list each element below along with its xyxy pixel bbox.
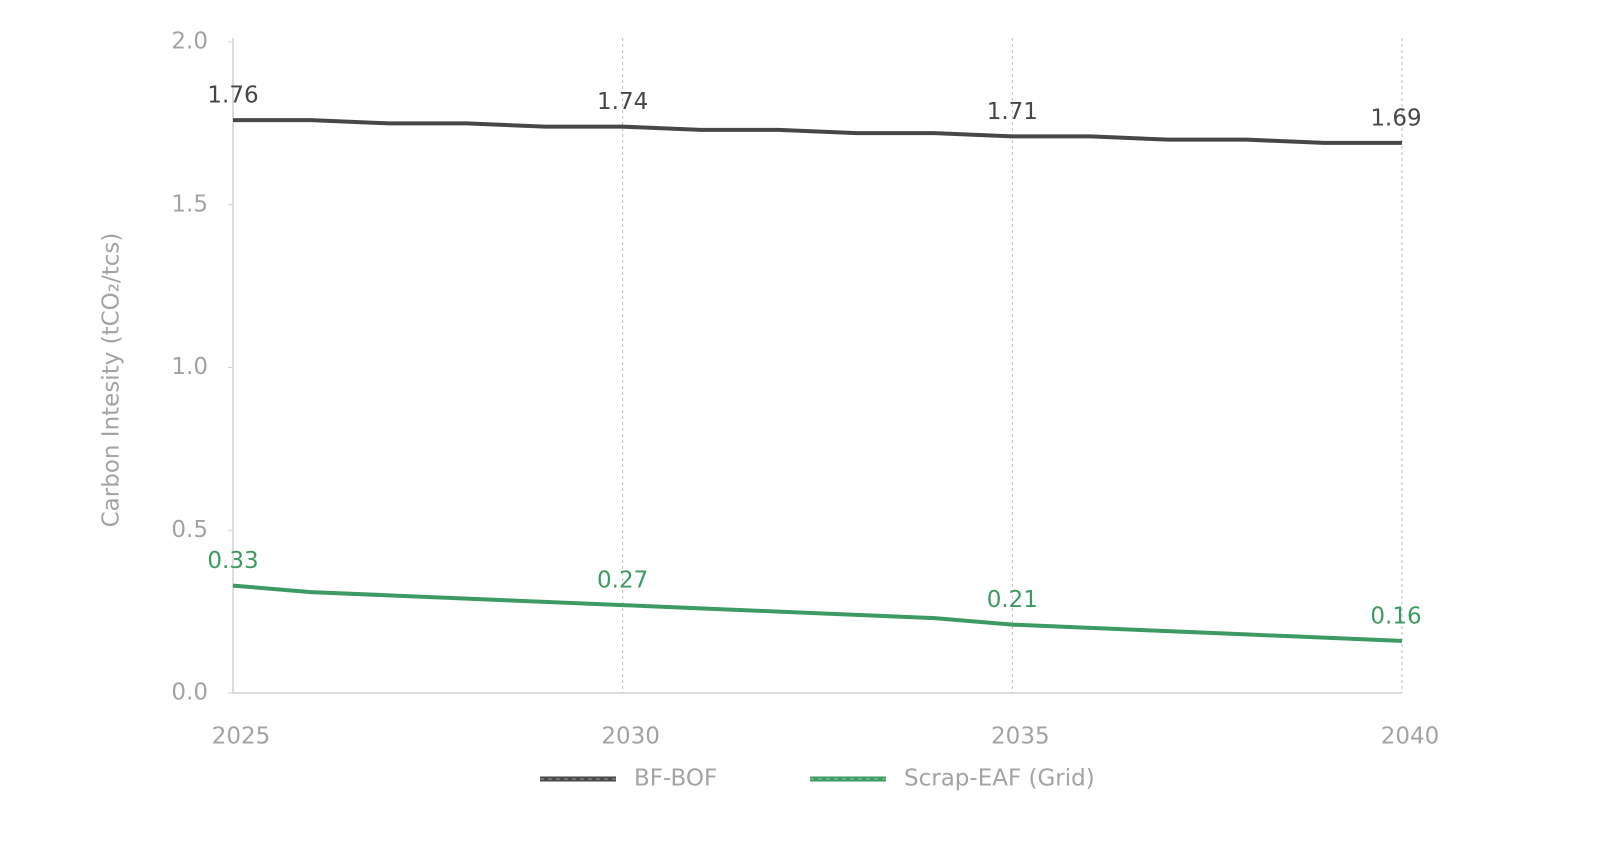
y-axis-label: Carbon Intesity (tCO₂/tcs) [99, 233, 125, 528]
data-label: 1.74 [597, 89, 648, 115]
data-label: 0.21 [987, 587, 1038, 613]
y-tick-label: 2.0 [171, 29, 208, 55]
legend-label: BF-BOF [634, 766, 717, 792]
data-label: 1.69 [1370, 105, 1421, 131]
data-label: 0.16 [1370, 603, 1421, 629]
x-tick-label: 2025 [212, 724, 271, 750]
series-line [232, 583, 1403, 643]
series-line [233, 118, 1402, 145]
x-tick-label: 2035 [991, 724, 1050, 750]
data-label: 0.27 [597, 568, 648, 594]
y-tick-label: 1.0 [171, 354, 208, 380]
y-tick-label: 0.5 [171, 517, 208, 543]
y-tick-label: 0.0 [171, 680, 208, 706]
legend-label: Scrap-EAF (Grid) [904, 766, 1095, 792]
y-tick-label: 1.5 [171, 191, 208, 217]
data-label: 1.76 [207, 83, 258, 109]
data-label: 0.33 [207, 548, 258, 574]
x-tick-label: 2040 [1381, 724, 1440, 750]
data-label: 1.71 [987, 99, 1038, 125]
x-tick-label: 2030 [601, 724, 660, 750]
